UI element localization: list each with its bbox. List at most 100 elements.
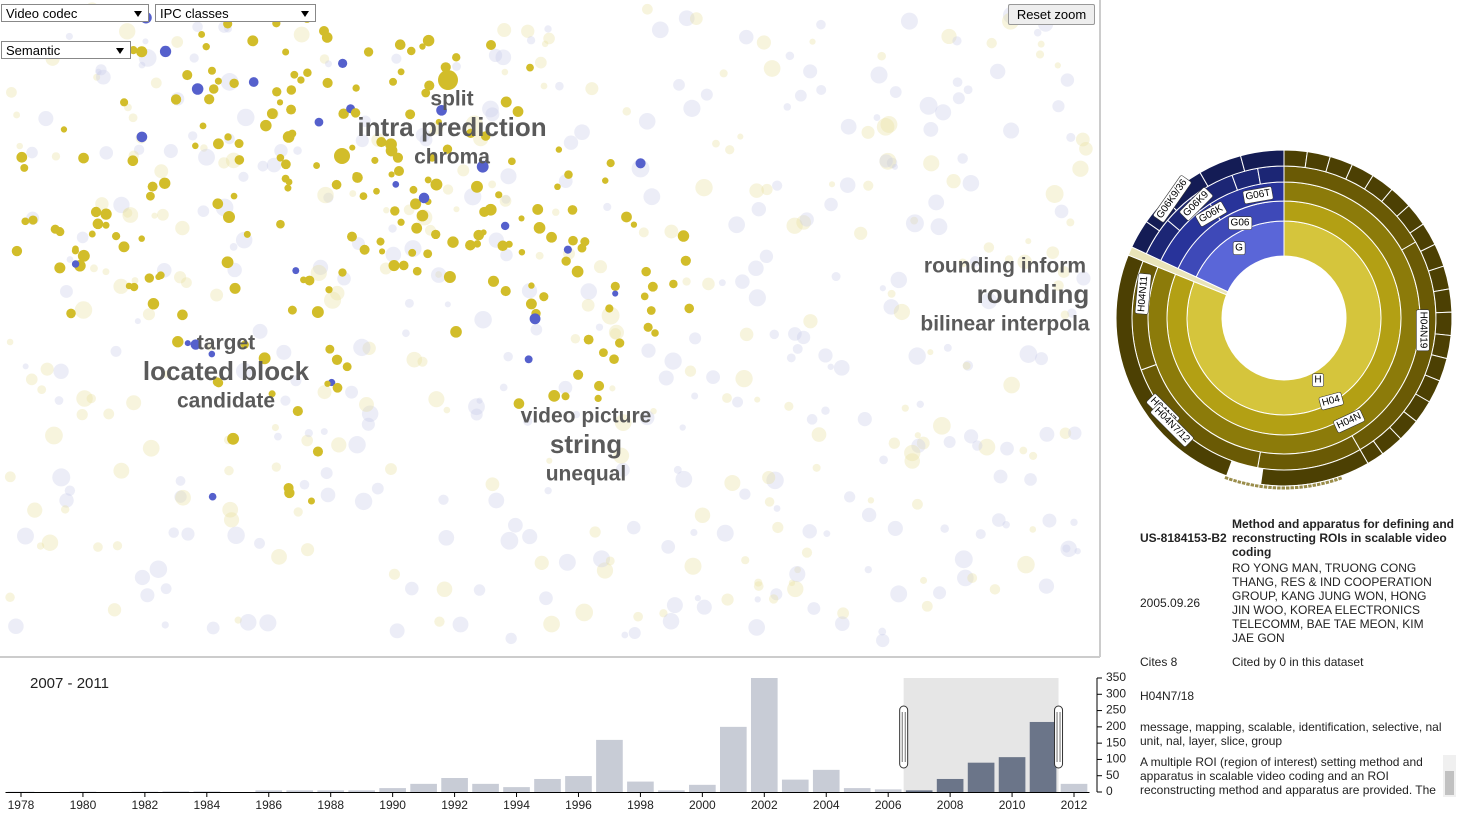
patent-dot-faint bbox=[500, 384, 508, 392]
patent-dot-faint bbox=[103, 408, 114, 419]
classification-select[interactable]: IPC classes bbox=[155, 4, 316, 22]
ipc-label: G bbox=[1233, 242, 1245, 255]
patent-dot bbox=[352, 172, 363, 183]
patent-dot-faint bbox=[119, 23, 135, 39]
patent-dot-faint bbox=[1003, 377, 1020, 394]
patent-dot bbox=[471, 181, 483, 193]
patent-dot-faint bbox=[428, 391, 444, 407]
patent-dot bbox=[148, 182, 158, 192]
patent-dot bbox=[573, 370, 583, 380]
y-tick-label: 300 bbox=[1106, 686, 1126, 700]
patent-dot bbox=[338, 59, 347, 68]
layout-select[interactable]: Semantic bbox=[1, 41, 131, 59]
patent-dot-faint bbox=[218, 157, 229, 168]
scatter-plot[interactable]: splitintra predictionchromatargetlocated… bbox=[5, 2, 1093, 647]
bar bbox=[441, 778, 468, 792]
patent-dot bbox=[397, 219, 404, 226]
patent-dot-faint bbox=[143, 308, 155, 320]
patent-dot-faint bbox=[26, 374, 38, 386]
patent-dot bbox=[501, 222, 509, 230]
patent-dot-faint bbox=[503, 352, 512, 361]
patent-dot-faint bbox=[8, 618, 24, 634]
patent-dot-faint bbox=[874, 114, 881, 121]
patent-dot-faint bbox=[502, 69, 509, 76]
patent-dot-faint bbox=[391, 54, 401, 64]
patent-dot-faint bbox=[719, 279, 726, 286]
patent-dot-faint bbox=[858, 412, 872, 426]
patent-dot-faint bbox=[437, 581, 453, 597]
patent-dot-faint bbox=[835, 616, 850, 631]
patent-dot bbox=[430, 179, 442, 191]
patent-dot-faint bbox=[207, 622, 220, 635]
patent-dot bbox=[450, 326, 462, 338]
patent-dot-faint bbox=[774, 505, 781, 512]
patent-dot bbox=[539, 292, 548, 301]
ipc-label-text: G06 bbox=[1231, 218, 1250, 229]
patent-dot-faint bbox=[53, 364, 68, 379]
patent-dot-faint bbox=[331, 437, 346, 452]
bar bbox=[999, 757, 1026, 792]
patent-dot bbox=[230, 283, 241, 294]
patent-dot-faint bbox=[754, 397, 760, 403]
patent-dot-faint bbox=[642, 4, 653, 15]
scroll-thumb[interactable] bbox=[1445, 771, 1454, 795]
patent-dot bbox=[119, 241, 130, 252]
patent-dot-faint bbox=[1055, 62, 1061, 68]
patent-dot-faint bbox=[210, 289, 223, 302]
patent-dot-faint bbox=[77, 409, 88, 420]
cluster-term: bilinear interpola bbox=[920, 313, 1090, 336]
patent-dot bbox=[548, 390, 560, 402]
patent-dot bbox=[388, 260, 399, 271]
patent-dot-faint bbox=[321, 428, 328, 435]
patent-dot bbox=[394, 166, 404, 176]
patent-dot bbox=[276, 220, 285, 229]
patent-dot-faint bbox=[639, 113, 656, 130]
patent-dot-faint bbox=[862, 126, 875, 139]
patent-dot bbox=[572, 266, 584, 278]
patent-dot-faint bbox=[889, 438, 900, 449]
patent-dot-faint bbox=[143, 440, 160, 457]
scrollbar[interactable] bbox=[1443, 755, 1456, 797]
patent-dot-faint bbox=[786, 52, 795, 61]
patent-dot-faint bbox=[748, 619, 765, 636]
patent-dot-faint bbox=[1055, 205, 1069, 219]
patent-dot bbox=[347, 232, 357, 242]
patent-dot-faint bbox=[477, 398, 483, 404]
patent-dot bbox=[485, 204, 497, 216]
patent-dot bbox=[91, 207, 101, 217]
patent-dot bbox=[488, 276, 499, 287]
patent-dot-faint bbox=[75, 301, 92, 318]
patent-dot-faint bbox=[741, 556, 749, 564]
patent-dot-faint bbox=[609, 325, 624, 340]
patent-dot-faint bbox=[609, 385, 615, 391]
patent-dot-faint bbox=[972, 440, 982, 450]
sunburst[interactable]: GG06G06KG06K9G06K9/36G06THH04H04NH04N7H0… bbox=[1116, 150, 1452, 490]
y-tick-label: 0 bbox=[1106, 784, 1113, 798]
patent-dot-faint bbox=[126, 395, 141, 410]
patent-dot bbox=[272, 87, 281, 96]
patent-dot bbox=[198, 31, 205, 38]
patent-dot-faint bbox=[695, 508, 710, 523]
patent-dot bbox=[562, 392, 570, 400]
patent-dot bbox=[288, 306, 297, 315]
patent-dot bbox=[185, 340, 191, 346]
patent-dot-faint bbox=[60, 285, 73, 298]
reset-zoom-button[interactable]: Reset zoom bbox=[1008, 4, 1095, 25]
patent-dot bbox=[300, 276, 307, 283]
patent-dot bbox=[160, 46, 171, 57]
patent-dot-faint bbox=[879, 154, 892, 167]
patent-dot-faint bbox=[87, 394, 96, 403]
timeline-histogram[interactable]: 2007 - 201119781980198219841986198819901… bbox=[6, 670, 1127, 812]
patent-dot-faint bbox=[770, 330, 779, 339]
patent-dot bbox=[501, 96, 512, 107]
bar bbox=[565, 776, 592, 792]
dataset-select[interactable]: Video codec bbox=[1, 4, 149, 22]
patent-dot bbox=[89, 231, 96, 238]
patent-dot-faint bbox=[749, 289, 766, 306]
patent-dot bbox=[602, 177, 608, 183]
patent-dot bbox=[534, 222, 546, 234]
patent-dot bbox=[138, 235, 144, 241]
patent-dot-faint bbox=[497, 23, 511, 37]
patent-dot-faint bbox=[984, 242, 994, 252]
patent-dot-faint bbox=[227, 527, 244, 544]
